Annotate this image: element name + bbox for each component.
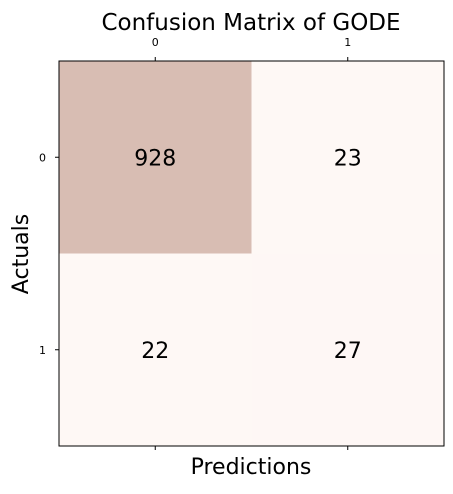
x-tick-label-1: 1 (344, 36, 351, 49)
cell-value-label-1-1: 27 (334, 339, 362, 364)
y-axis-label: Actuals (9, 214, 34, 294)
cell-value-label-0-0: 928 (134, 146, 176, 171)
cell-value-label-0-1: 23 (334, 146, 362, 171)
plot-frame (58, 60, 445, 447)
x-tick-label-0: 0 (152, 36, 159, 49)
heatmap-cells: 928 23 22 27 (59, 61, 444, 446)
heatmap-cell-1-1 (251, 253, 444, 446)
chart-title: Confusion Matrix of GODE (101, 10, 400, 36)
x-axis-label: Predictions (191, 455, 312, 480)
heatmap-cell-0-0 (59, 61, 252, 254)
axis-ticks: 0 1 0 1 (39, 36, 351, 450)
heatmap-cell-0-1 (251, 61, 444, 254)
heatmap-cell-1-0 (59, 253, 252, 446)
y-tick-label-1: 1 (39, 344, 46, 357)
y-tick-label-0: 0 (39, 151, 46, 164)
cell-value-label-1-0: 22 (141, 339, 169, 364)
